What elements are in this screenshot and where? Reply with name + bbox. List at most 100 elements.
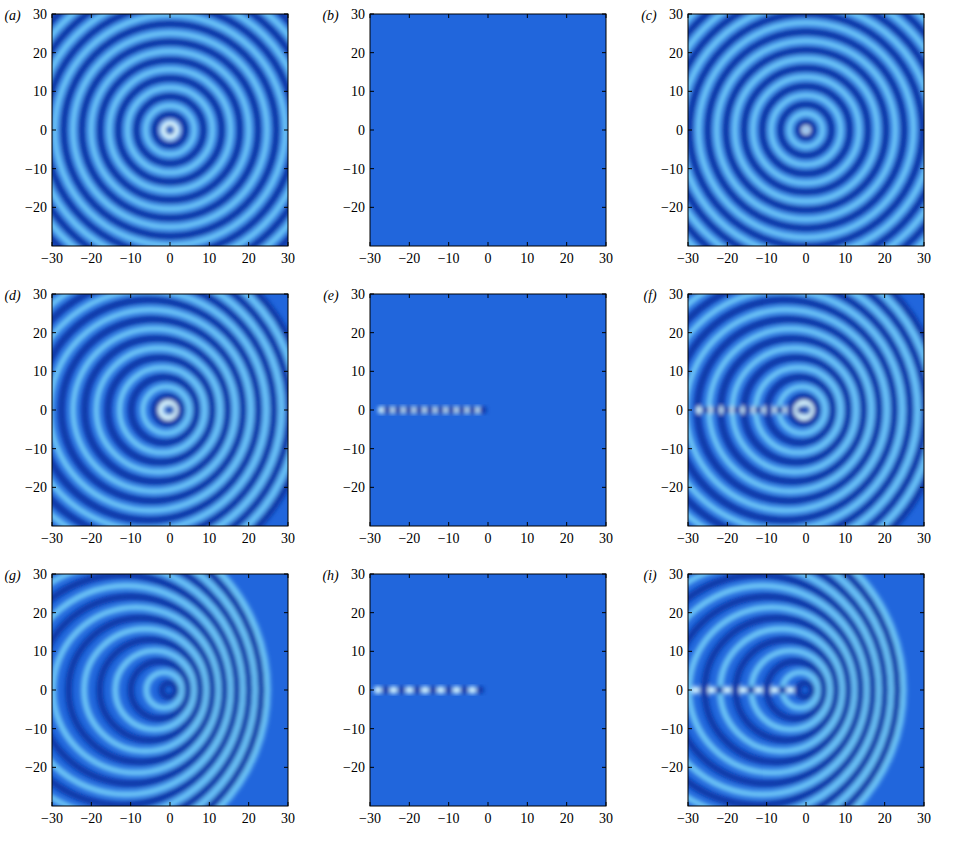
- dark-rings: [52, 294, 288, 526]
- light-rings: [55, 15, 285, 245]
- light-dots: [453, 686, 461, 694]
- dark-rings: [52, 294, 288, 526]
- y-tick-label: −10: [25, 442, 47, 457]
- x-tick-label: −30: [359, 811, 381, 826]
- x-tick: [209, 242, 210, 246]
- light-rings: [52, 586, 231, 795]
- dark-dots: [445, 686, 453, 694]
- y-tick: [602, 448, 606, 449]
- x-tick: [170, 522, 171, 526]
- y-tick-label: 0: [676, 123, 683, 138]
- y-tick: [370, 767, 374, 768]
- x-tick: [370, 294, 371, 298]
- y-tick-label: −10: [25, 162, 47, 177]
- x-tick: [130, 14, 131, 18]
- x-tick: [91, 294, 92, 298]
- light-dots: [390, 686, 398, 694]
- light-rings: [143, 387, 189, 433]
- x-tick: [409, 802, 410, 806]
- dark-dots: [794, 686, 802, 694]
- dark-rings: [61, 319, 243, 501]
- y-tick-label: 30: [351, 567, 365, 582]
- x-tick-label: 10: [838, 531, 852, 546]
- x-tick: [766, 522, 767, 526]
- y-tick: [920, 574, 924, 575]
- x-tick: [884, 294, 885, 298]
- light-rings: [688, 309, 887, 510]
- plot-area: [370, 574, 606, 806]
- y-tick-label: 10: [669, 84, 683, 99]
- y-tick-label: 10: [351, 644, 365, 659]
- dark-rings: [780, 104, 831, 155]
- panel: −30−20−100102030−20−100102030(i): [565, 521, 934, 843]
- dark-rings: [688, 14, 924, 246]
- x-tick: [370, 242, 371, 246]
- light-rings: [109, 69, 230, 190]
- plot-area: [688, 14, 924, 246]
- y-tick: [52, 91, 56, 92]
- x-tick: [288, 802, 289, 806]
- y-tick-label: 0: [676, 683, 683, 698]
- light-rings: [688, 574, 903, 806]
- x-tick: [170, 294, 171, 298]
- x-tick-label: 30: [281, 251, 295, 266]
- x-tick: [288, 14, 289, 18]
- x-tick: [566, 802, 567, 806]
- field: [374, 686, 484, 694]
- dark-rings: [767, 661, 824, 718]
- y-tick: [284, 52, 288, 53]
- light-dots: [468, 686, 476, 694]
- x-tick: [170, 574, 171, 578]
- x-tick-label: 20: [878, 251, 892, 266]
- y-tick: [920, 690, 924, 691]
- dark-dots: [716, 686, 724, 694]
- light-dots: [723, 686, 731, 694]
- y-tick: [284, 294, 288, 295]
- y-tick: [920, 52, 924, 53]
- light-rings: [796, 402, 811, 417]
- plot-area: [370, 294, 606, 526]
- x-tick: [448, 802, 449, 806]
- x-tick: [924, 802, 925, 806]
- frame: [688, 14, 924, 246]
- y-tick: [370, 690, 374, 691]
- field: [52, 574, 267, 806]
- y-tick-label: −10: [343, 722, 365, 737]
- y-tick-label: 10: [33, 364, 47, 379]
- y-tick-label: 30: [33, 567, 47, 582]
- field: [378, 406, 487, 414]
- dark-dots: [747, 686, 755, 694]
- light-rings: [688, 574, 891, 806]
- field: [688, 574, 903, 806]
- x-tick: [566, 14, 567, 18]
- dark-dots: [776, 406, 784, 414]
- x-tick: [448, 242, 449, 246]
- dark-dots: [458, 406, 466, 414]
- dark-rings: [697, 319, 879, 501]
- y-tick: [52, 651, 56, 652]
- x-tick-label: 20: [560, 531, 574, 546]
- x-tick: [448, 574, 449, 578]
- dark-rings: [798, 122, 813, 137]
- dark-dots: [413, 686, 421, 694]
- dark-rings: [155, 115, 186, 146]
- dark-dots: [712, 406, 720, 414]
- light-rings: [52, 14, 288, 246]
- x-tick: [248, 294, 249, 298]
- y-tick: [920, 14, 924, 15]
- panel-letter: (e): [323, 288, 339, 304]
- x-tick: [130, 802, 131, 806]
- dark-dots: [382, 686, 390, 694]
- y-tick: [52, 487, 56, 488]
- x-tick: [448, 294, 449, 298]
- light-dots: [374, 686, 382, 694]
- y-tick-label: 30: [33, 7, 47, 22]
- dark-dots: [763, 686, 771, 694]
- x-tick: [52, 14, 53, 18]
- background: [370, 14, 606, 246]
- x-tick-label: 20: [560, 251, 574, 266]
- x-tick-label: −10: [756, 251, 778, 266]
- y-tick-label: 10: [33, 644, 47, 659]
- dark-dots: [733, 406, 741, 414]
- panel-letter: (a): [4, 8, 21, 24]
